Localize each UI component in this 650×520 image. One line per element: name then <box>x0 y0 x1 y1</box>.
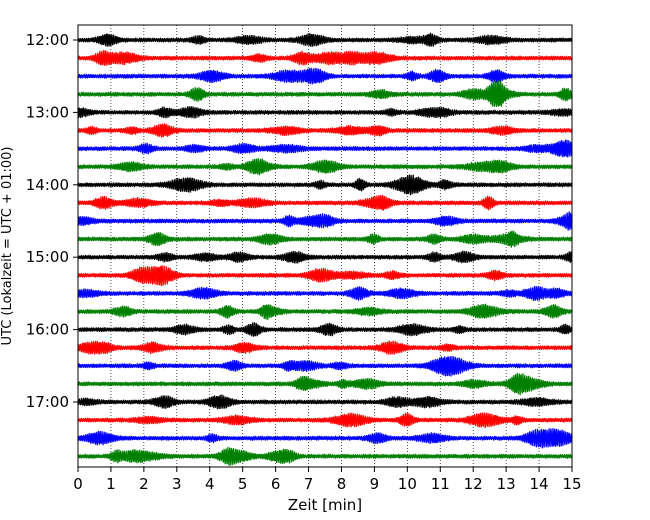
x-tick-label: 6 <box>271 475 281 493</box>
trace-line <box>77 123 573 138</box>
y-tick-label: 17:00 <box>26 393 69 411</box>
trace-line <box>77 356 573 377</box>
trace-line <box>77 340 573 355</box>
y-tick-label: 14:00 <box>26 176 69 194</box>
y-tick-label: 12:00 <box>26 31 69 49</box>
x-tick-label: 8 <box>337 475 347 493</box>
y-tick-label: 13:00 <box>26 103 69 121</box>
trace-line <box>77 106 573 119</box>
trace-line <box>77 32 573 48</box>
x-tick-label: 7 <box>304 475 314 493</box>
plot-frame <box>77 24 573 468</box>
trace-line <box>77 230 573 248</box>
trace-line <box>77 265 573 287</box>
trace-line <box>77 211 573 231</box>
trace-line <box>77 394 573 410</box>
trace-line <box>77 285 573 301</box>
x-tick-label: 3 <box>172 475 182 493</box>
trace-line <box>77 67 573 85</box>
trace-line <box>77 412 573 429</box>
x-tick-label: 11 <box>431 475 450 493</box>
x-axis-label: Zeit [min] <box>288 496 362 514</box>
x-tick-label: 10 <box>398 475 417 493</box>
x-tick-label: 14 <box>530 475 549 493</box>
y-axis-label: UTC (Lokalzeit = UTC + 01:00) <box>0 147 15 346</box>
x-tick-label: 9 <box>370 475 380 493</box>
trace-line <box>77 158 573 176</box>
trace-line <box>77 446 573 466</box>
axis-ticks: 0 1 2 3 4 5 6 7 8 9 10 11 12 13 14 1512:0013:0014:0015:… <box>26 31 582 493</box>
trace-line <box>77 174 573 196</box>
x-tick-label: 4 <box>205 475 215 493</box>
x-tick-label: 15 <box>562 475 581 493</box>
x-tick-label: 5 <box>238 475 248 493</box>
trace-line <box>77 372 573 396</box>
trace-line <box>77 428 573 449</box>
y-tick-label: 15:00 <box>26 248 69 266</box>
x-tick-label: 0 <box>73 475 83 493</box>
trace-line <box>77 250 573 264</box>
x-tick-label: 1 <box>106 475 116 493</box>
trace-line <box>77 322 573 337</box>
x-tick-label: 12 <box>464 475 483 493</box>
trace-line <box>77 303 573 320</box>
x-tick-label: 2 <box>139 475 149 493</box>
y-tick-label: 16:00 <box>26 321 69 339</box>
trace-line <box>77 50 573 66</box>
x-tick-label: 13 <box>497 475 516 493</box>
trace-line <box>77 139 573 158</box>
trace-line <box>77 194 573 211</box>
trace-line <box>77 79 573 107</box>
trace-group <box>77 32 573 466</box>
